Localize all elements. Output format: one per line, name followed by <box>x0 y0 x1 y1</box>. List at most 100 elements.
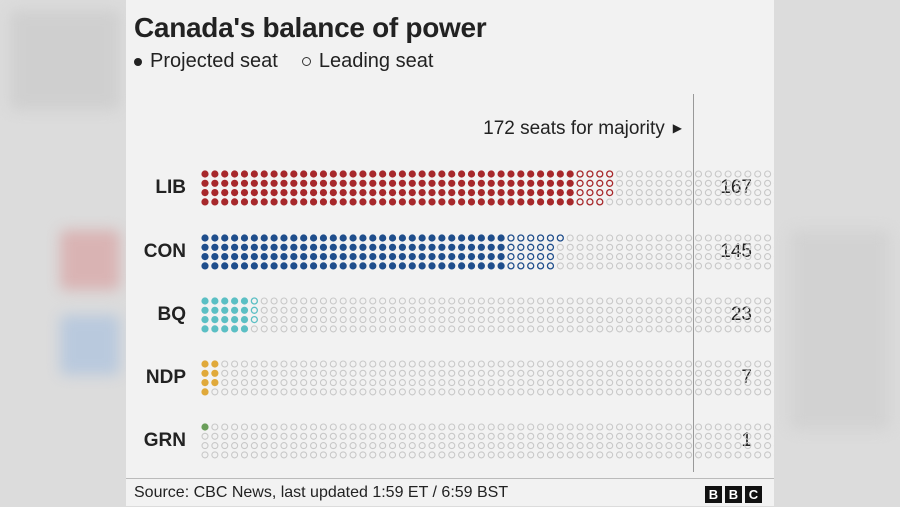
empty-seat-dot <box>635 297 643 305</box>
empty-seat-dot <box>665 253 673 261</box>
empty-seat-dot <box>655 189 663 197</box>
empty-seat-dot <box>704 316 712 324</box>
empty-seat-dot <box>349 306 357 314</box>
projected-seat-dot <box>458 170 466 178</box>
empty-seat-dot <box>675 451 683 459</box>
empty-seat-dot <box>665 325 673 333</box>
empty-seat-dot <box>704 253 712 261</box>
empty-seat-dot <box>675 388 683 396</box>
bbc-logo: B B C <box>705 486 762 503</box>
empty-seat-dot <box>546 423 555 431</box>
projected-seat-dot <box>211 316 219 324</box>
background-blur-left <box>10 10 120 110</box>
projected-seat-dot <box>556 189 564 197</box>
empty-seat-dot <box>517 369 525 377</box>
empty-seat-dot <box>606 360 614 368</box>
projected-seat-dot <box>467 262 476 270</box>
projected-seat-dot <box>448 170 456 178</box>
empty-seat-dot <box>675 306 683 314</box>
empty-seat-dot <box>694 360 703 368</box>
leading-seat-dot <box>596 198 604 206</box>
projected-seat-dot <box>280 189 288 197</box>
projected-seat-dot <box>398 262 406 270</box>
projected-seat-dot <box>408 189 416 197</box>
leading-seat-dot <box>606 170 614 178</box>
empty-seat-dot <box>586 316 594 324</box>
empty-seat-dot <box>349 432 357 440</box>
footer: Source: CBC News, last updated 1:59 ET /… <box>126 478 774 507</box>
empty-seat-dot <box>615 316 624 324</box>
empty-seat-dot <box>527 306 535 314</box>
projected-seat-dot <box>527 189 535 197</box>
empty-seat-dot <box>724 442 732 450</box>
projected-seat-dot <box>359 234 367 242</box>
empty-seat-dot <box>635 234 643 242</box>
projected-seat-dot <box>201 325 209 333</box>
empty-seat-dot <box>448 369 456 377</box>
empty-seat-dot <box>319 379 327 387</box>
empty-seat-dot <box>615 234 624 242</box>
projected-seat-dot <box>240 170 249 178</box>
empty-seat-dot <box>507 306 515 314</box>
projected-seat-dot <box>250 243 258 251</box>
empty-seat-dot <box>240 388 249 396</box>
projected-seat-dot <box>497 170 505 178</box>
projected-seat-dot <box>270 179 278 187</box>
empty-seat-dot <box>290 432 298 440</box>
empty-seat-dot <box>310 325 318 333</box>
empty-seat-dot <box>586 253 594 261</box>
empty-seat-dot <box>714 179 722 187</box>
empty-seat-dot <box>625 432 633 440</box>
empty-seat-dot <box>329 360 337 368</box>
empty-seat-dot <box>704 369 712 377</box>
empty-seat-dot <box>714 388 722 396</box>
empty-seat-dot <box>714 253 722 261</box>
empty-seat-dot <box>527 369 535 377</box>
projected-seat-dot <box>388 179 397 187</box>
empty-seat-dot <box>221 442 229 450</box>
empty-seat-dot <box>517 423 525 431</box>
empty-seat-dot <box>566 442 574 450</box>
projected-seat-dot <box>300 253 308 261</box>
empty-seat-dot <box>201 451 209 459</box>
empty-seat-dot <box>724 379 732 387</box>
projected-seat-dot <box>369 179 377 187</box>
empty-seat-dot <box>379 306 387 314</box>
empty-seat-dot <box>408 442 416 450</box>
empty-seat-dot <box>655 170 663 178</box>
empty-seat-dot <box>596 432 604 440</box>
empty-seat-dot <box>576 432 584 440</box>
empty-seat-dot <box>379 432 387 440</box>
leading-seat-dot <box>586 198 594 206</box>
empty-seat-dot <box>487 379 495 387</box>
empty-seat-dot <box>615 297 624 305</box>
empty-seat-dot <box>704 379 712 387</box>
empty-seat-dot <box>675 423 683 431</box>
empty-seat-dot <box>596 262 604 270</box>
empty-seat-dot <box>379 451 387 459</box>
empty-seat-dot <box>467 451 476 459</box>
empty-seat-dot <box>655 388 663 396</box>
empty-seat-dot <box>694 243 703 251</box>
empty-seat-dot <box>487 388 495 396</box>
empty-seat-dot <box>497 432 505 440</box>
empty-seat-dot <box>260 306 268 314</box>
empty-seat-dot <box>408 388 416 396</box>
empty-seat-dot <box>625 262 633 270</box>
projected-seat-dot <box>329 189 337 197</box>
empty-seat-dot <box>339 325 347 333</box>
empty-seat-dot <box>339 423 347 431</box>
empty-seat-dot <box>300 451 308 459</box>
empty-seat-dot <box>675 432 683 440</box>
empty-seat-dot <box>398 306 406 314</box>
empty-seat-dot <box>240 379 249 387</box>
empty-seat-dot <box>625 423 633 431</box>
projected-seat-dot <box>309 170 318 178</box>
party-label-bq: BQ <box>158 304 187 325</box>
projected-seat-dot <box>527 170 535 178</box>
empty-seat-dot <box>428 388 436 396</box>
projected-seat-dot <box>280 262 288 270</box>
empty-seat-dot <box>734 306 742 314</box>
projected-seat-dot <box>566 198 574 206</box>
empty-seat-dot <box>418 423 426 431</box>
